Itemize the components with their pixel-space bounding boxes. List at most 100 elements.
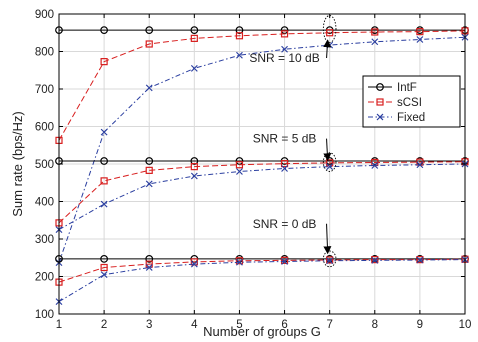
data-point <box>100 128 108 136</box>
data-point <box>145 157 154 165</box>
data-point <box>416 161 424 169</box>
legend: IntF sCSI Fixed <box>362 75 461 128</box>
y-axis-label: Sum rate (bps/Hz) <box>10 111 25 216</box>
data-point <box>235 257 244 265</box>
data-point <box>145 166 153 174</box>
annotation-arrow <box>323 39 332 59</box>
y-tick-label: 300 <box>35 234 54 246</box>
x-tick-label: 2 <box>101 319 107 331</box>
y-tick-label: 200 <box>35 272 54 284</box>
y-tick-label: 600 <box>35 122 54 134</box>
data-point <box>100 157 109 165</box>
series-intf-10db <box>55 26 469 35</box>
data-point <box>100 200 108 208</box>
annotation-arrow <box>323 138 332 162</box>
x-tick-label: 9 <box>417 319 423 331</box>
data-point <box>100 58 108 66</box>
legend-marker <box>376 113 384 121</box>
y-tick-label: 900 <box>35 9 54 21</box>
legend-marker <box>376 83 384 91</box>
data-point <box>190 163 198 171</box>
axis-ticks: 1 2 3 4 5 6 7 8 9 10 100 200 300 400 500 600 700 800 900 <box>35 9 472 331</box>
y-tick-label: 100 <box>35 309 54 321</box>
x-tick-label: 8 <box>372 319 378 331</box>
x-tick-label: 10 <box>459 319 472 331</box>
data-point <box>416 256 424 264</box>
snr-annotation: SNR = 5 dB <box>253 132 317 146</box>
data-point <box>371 28 379 36</box>
data-point <box>145 40 153 48</box>
series-scsi-0db <box>55 255 469 286</box>
data-point <box>190 34 198 42</box>
data-point <box>145 84 153 92</box>
data-point <box>280 160 289 168</box>
legend-item: IntF <box>368 82 417 94</box>
data-point <box>281 165 288 172</box>
data-point <box>100 177 108 185</box>
data-point <box>371 38 379 46</box>
x-tick-label: 5 <box>236 319 242 331</box>
series-line <box>58 163 466 231</box>
x-tick-label: 1 <box>56 319 62 331</box>
data-point <box>326 256 334 264</box>
x-tick-label: 6 <box>281 319 287 331</box>
data-point <box>280 256 289 264</box>
legend-label: IntF <box>397 82 417 94</box>
legend-label: Fixed <box>397 112 425 124</box>
y-tick-label: 400 <box>35 197 54 209</box>
data-point <box>100 26 109 35</box>
annotation-arrow <box>323 223 332 255</box>
data-point <box>190 157 199 165</box>
series-fixed-5db <box>55 160 469 234</box>
data-point <box>190 64 198 72</box>
data-point <box>281 45 288 53</box>
y-tick-label: 800 <box>35 47 54 59</box>
data-point <box>416 28 424 36</box>
series-line <box>58 30 466 141</box>
x-axis-label: Number of groups G <box>203 324 321 339</box>
series-intf-0db <box>55 254 469 263</box>
data-point <box>236 51 243 59</box>
series-intf-5db <box>55 157 469 165</box>
data-point <box>190 172 198 180</box>
data-point <box>100 263 108 272</box>
data-point <box>100 254 109 263</box>
data-point <box>145 254 154 263</box>
snr-annotation: SNR = 0 dB <box>253 217 317 231</box>
annotations: SNR = 10 dB SNR = 5 dB SNR = 0 dB <box>249 15 337 268</box>
data-point <box>281 258 288 265</box>
legend-label: sCSI <box>397 97 422 109</box>
data-point <box>280 30 289 38</box>
data-point <box>326 29 334 37</box>
data-point <box>371 256 379 264</box>
series-line <box>58 161 466 224</box>
data-point <box>235 161 244 169</box>
series-line <box>58 36 466 263</box>
highlight-ellipse <box>322 152 337 172</box>
data-point <box>145 264 153 271</box>
data-point <box>145 180 153 188</box>
data-point <box>416 36 424 43</box>
x-tick-label: 4 <box>191 319 198 331</box>
data-point <box>326 257 334 265</box>
data-point <box>236 258 243 266</box>
series-line <box>58 258 466 283</box>
series-line <box>58 259 466 303</box>
legend-item: sCSI <box>368 97 422 109</box>
snr-annotation: SNR = 10 dB <box>249 51 319 65</box>
legend-marker <box>376 98 384 106</box>
series-layer <box>55 26 469 306</box>
series-fixed-10db <box>55 33 469 267</box>
y-tick-label: 700 <box>35 84 54 96</box>
data-point <box>145 26 154 35</box>
data-point <box>235 26 244 35</box>
data-point <box>100 271 108 279</box>
legend-item: Fixed <box>368 112 425 124</box>
data-point <box>190 26 199 35</box>
data-point <box>326 163 334 171</box>
x-tick-label: 7 <box>326 319 332 331</box>
data-point <box>371 162 379 169</box>
series-fixed-0db <box>55 256 469 306</box>
data-point <box>236 168 243 175</box>
